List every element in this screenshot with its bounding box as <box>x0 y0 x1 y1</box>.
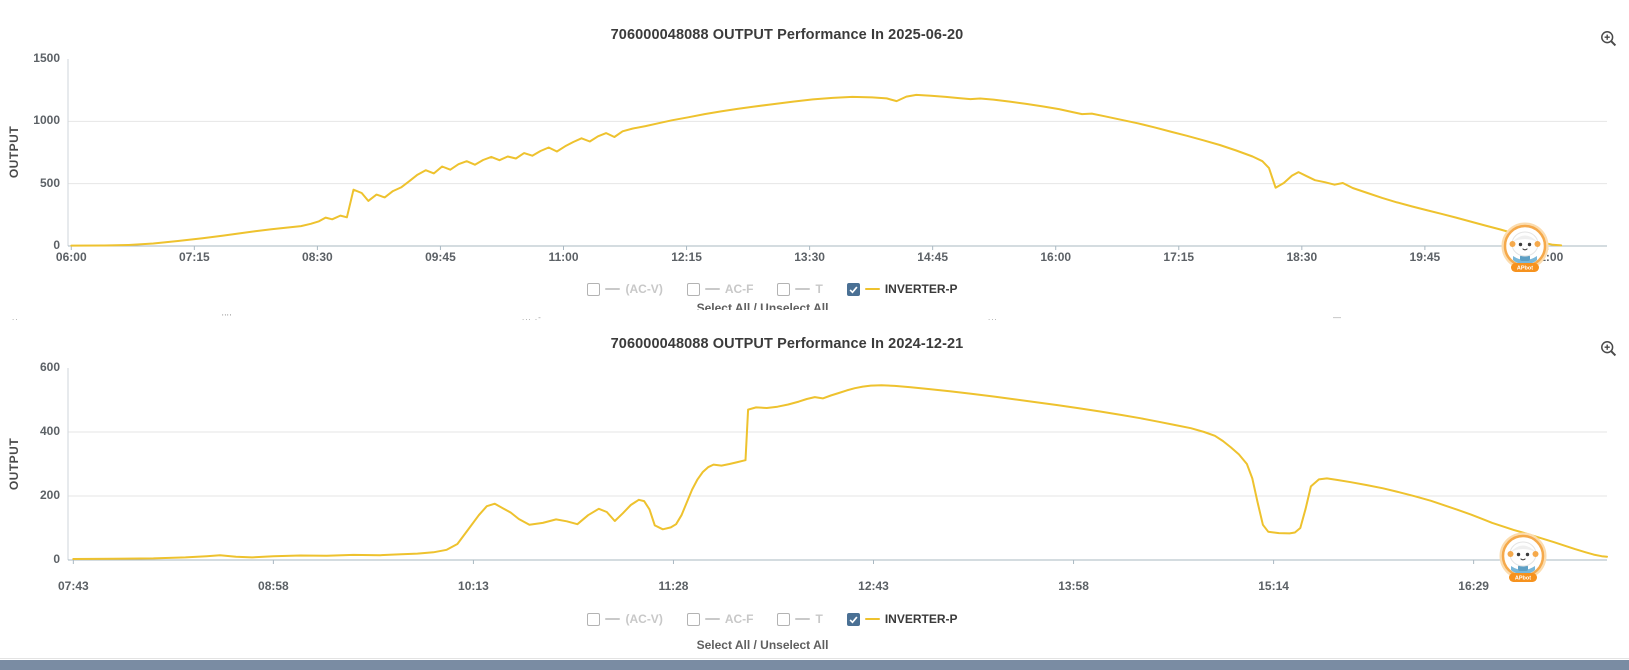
legend-label: INVERTER-P <box>884 612 958 626</box>
clipped-text-fragment: .. <box>12 313 19 322</box>
legend-item-inverter-p[interactable]: INVERTER-P <box>846 282 958 296</box>
x-axis-tick-label: 13:58 <box>1058 579 1089 593</box>
legend-line-swatch <box>605 288 621 290</box>
checkbox-unchecked[interactable] <box>686 282 700 296</box>
chart-legend: (AC-V) AC-F T INVERTER-P <box>0 612 1545 626</box>
x-axis-tick-label: 16:00 <box>1040 250 1072 264</box>
x-axis-tick-label: 17:15 <box>1163 250 1195 264</box>
x-axis-tick-label: 11:28 <box>658 579 689 593</box>
x-axis-tick-label: 16:29 <box>1458 579 1489 593</box>
y-axis-tick-label: 1500 <box>33 51 60 65</box>
legend-item-inverter-p[interactable]: INVERTER-P <box>846 612 958 626</box>
x-axis-tick-label: 12:15 <box>671 250 702 264</box>
chart-panel-2024-12-21: 706000048088 OUTPUT Performance In 2024-… <box>0 330 1629 656</box>
legend-label: (AC-V) <box>625 282 663 296</box>
checkbox-checked[interactable] <box>846 282 860 296</box>
x-axis-tick-label: 12:43 <box>858 579 889 593</box>
footer-divider <box>0 658 1629 659</box>
y-axis-tick-label: 0 <box>53 238 60 252</box>
clipped-text-fragment: — <box>1333 313 1342 322</box>
clipped-text-fragment: '''' <box>222 313 233 322</box>
x-axis-tick-label: 07:15 <box>178 250 210 264</box>
assistant-mascot-widget[interactable]: APbot <box>1499 532 1547 591</box>
x-axis-tick-label: 18:30 <box>1286 250 1318 264</box>
legend-label: (AC-V) <box>625 612 663 626</box>
footer-bar <box>0 660 1629 670</box>
y-axis-tick-label: 400 <box>39 424 60 438</box>
x-axis-tick-label: 13:30 <box>794 250 825 264</box>
checkbox-unchecked[interactable] <box>777 612 791 626</box>
y-axis-tick-label: 0 <box>53 552 60 566</box>
x-axis-tick-label: 10:13 <box>458 579 489 593</box>
x-axis-tick-label: 15:14 <box>1258 579 1289 593</box>
legend-line-swatch <box>795 618 811 620</box>
legend-label: INVERTER-P <box>884 282 958 296</box>
mascot-badge-label: APbot <box>1517 266 1533 272</box>
chart-legend: (AC-V) AC-F T INVERTER-P <box>0 282 1545 296</box>
y-axis-tick-label: 200 <box>39 488 60 502</box>
legend-item-t[interactable]: T <box>777 612 823 626</box>
zoom-in-icon[interactable] <box>1599 339 1619 359</box>
x-axis-tick-label: 11:00 <box>548 250 579 264</box>
legend-item-t[interactable]: T <box>777 282 823 296</box>
legend-label: AC-F <box>724 612 754 626</box>
legend-item-ac-v[interactable]: (AC-V) <box>587 612 663 626</box>
legend-line-swatch <box>704 288 720 290</box>
checkbox-unchecked[interactable] <box>686 612 700 626</box>
select-all-toggle[interactable]: Select All / Unselect All <box>696 301 829 310</box>
legend-line-swatch <box>864 288 880 290</box>
x-axis-tick-label: 19:45 <box>1409 250 1441 264</box>
x-axis-tick-label: 14:45 <box>917 250 948 264</box>
x-axis-tick-label: 06:00 <box>55 250 87 264</box>
chart-title: 706000048088 OUTPUT Performance In 2025-… <box>610 27 964 43</box>
legend-label: T <box>815 612 823 626</box>
mascot-badge-label: APbot <box>1515 576 1531 582</box>
chart-panel-2025-06-20: 706000048088 OUTPUT Performance In 2025-… <box>0 0 1629 310</box>
x-axis-tick-label: 07:43 <box>57 579 89 593</box>
legend-item-ac-v[interactable]: (AC-V) <box>587 282 663 296</box>
series-line-inverter-p <box>70 93 1563 247</box>
legend-item-ac-f[interactable]: AC-F <box>686 612 754 626</box>
legend-line-swatch <box>864 618 880 620</box>
y-axis-tick-label: 500 <box>39 175 60 190</box>
clipped-text-row: .. '''' ... .-... — <box>0 312 1629 324</box>
clipped-text-fragment: ... .- <box>522 313 542 322</box>
checkbox-unchecked[interactable] <box>587 282 601 296</box>
y-axis-tick-label: 600 <box>39 360 60 374</box>
legend-line-swatch <box>704 618 720 620</box>
legend-label: AC-F <box>724 282 754 296</box>
x-axis-tick-label: 09:45 <box>425 250 456 264</box>
select-all-toggle[interactable]: Select All / Unselect All <box>696 638 829 652</box>
chart-title: 706000048088 OUTPUT Performance In 2024-… <box>610 336 964 352</box>
series-line-inverter-p <box>72 384 1608 560</box>
clipped-text-fragment: ... <box>988 313 998 322</box>
x-axis-tick-label: 08:58 <box>258 579 289 593</box>
x-axis-tick-label: 08:30 <box>302 250 333 264</box>
checkbox-unchecked[interactable] <box>587 612 601 626</box>
legend-label: T <box>815 282 823 296</box>
line-chart-plot <box>67 368 1608 564</box>
legend-line-swatch <box>605 618 621 620</box>
assistant-mascot-widget[interactable]: APbot <box>1501 222 1549 281</box>
checkbox-checked[interactable] <box>846 612 860 626</box>
zoom-in-icon[interactable] <box>1599 29 1619 49</box>
y-axis-tick-label: 1000 <box>33 113 60 128</box>
legend-item-ac-f[interactable]: AC-F <box>686 282 754 296</box>
checkbox-unchecked[interactable] <box>777 282 791 296</box>
legend-line-swatch <box>795 288 811 290</box>
